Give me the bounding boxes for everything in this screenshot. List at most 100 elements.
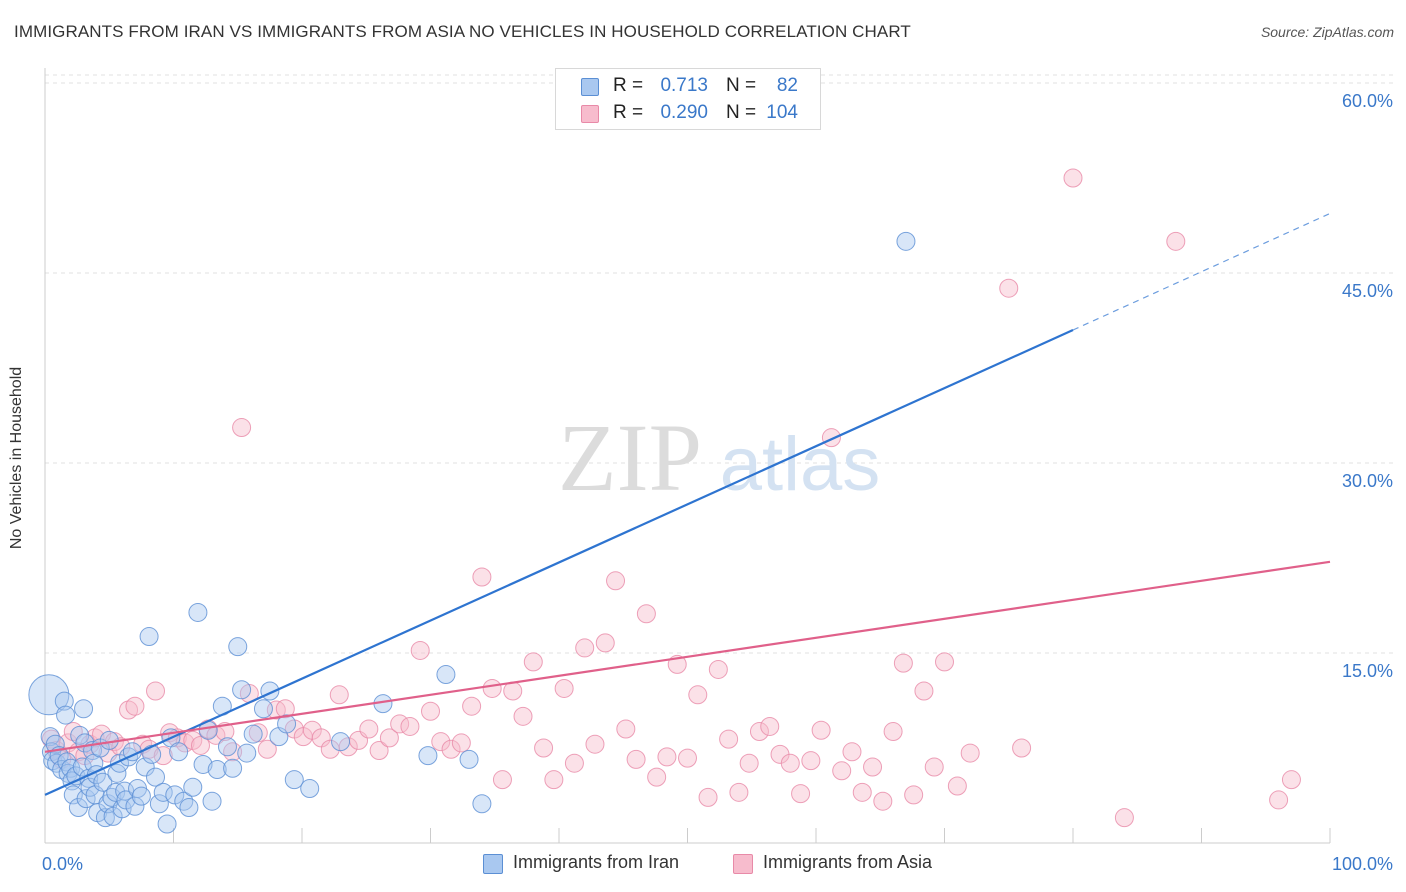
legend-asia-label: Immigrants from Asia bbox=[763, 852, 933, 872]
iran-point bbox=[135, 757, 155, 777]
y-tick-label: 30.0% bbox=[1342, 471, 1393, 491]
iran-point bbox=[202, 791, 222, 811]
iran-point bbox=[174, 791, 194, 811]
asia-point bbox=[359, 719, 379, 739]
asia-point bbox=[606, 571, 626, 591]
y-tick-label: 60.0% bbox=[1342, 91, 1393, 111]
correlation-legend: R = 0.713 N = 82 R = 0.290 N = 104 bbox=[555, 68, 821, 130]
n-label: N = bbox=[726, 75, 757, 96]
legend-iran-swatch bbox=[483, 854, 503, 874]
y-axis-label: No Vehicles in Household bbox=[8, 366, 25, 550]
iran-point bbox=[436, 665, 456, 685]
asia-point bbox=[914, 681, 934, 701]
asia-point bbox=[842, 742, 862, 762]
asia-swatch bbox=[581, 105, 599, 123]
iran-point bbox=[183, 777, 203, 797]
asia-point bbox=[924, 757, 944, 777]
iran-point bbox=[223, 758, 243, 778]
asia-n-value: 104 bbox=[766, 102, 798, 123]
legend-asia-swatch bbox=[733, 854, 753, 874]
iran-point bbox=[459, 749, 479, 769]
iran-point bbox=[157, 814, 177, 834]
asia-point bbox=[647, 767, 667, 787]
asia-point bbox=[441, 739, 461, 759]
asia-point bbox=[190, 735, 210, 755]
iran-point bbox=[54, 691, 74, 711]
iran-point bbox=[169, 742, 189, 762]
asia-point bbox=[688, 685, 708, 705]
x-tick-label: 100.0% bbox=[1332, 854, 1393, 874]
asia-point bbox=[873, 791, 893, 811]
asia-point bbox=[431, 732, 451, 752]
asia-point bbox=[215, 722, 235, 742]
iran-point bbox=[93, 772, 113, 792]
asia-point bbox=[534, 738, 554, 758]
asia-point bbox=[410, 640, 430, 660]
watermark: ZIP atlas bbox=[558, 404, 880, 511]
trend-lines bbox=[44, 212, 1331, 796]
iran-point bbox=[896, 231, 916, 251]
asia-point bbox=[883, 722, 903, 742]
iran-point bbox=[149, 794, 169, 814]
asia-point bbox=[400, 716, 420, 736]
asia-point bbox=[554, 678, 574, 698]
asia-point bbox=[719, 729, 739, 749]
asia-point bbox=[421, 701, 440, 721]
iran-point bbox=[188, 602, 208, 622]
asia-point bbox=[739, 753, 759, 773]
asia-point bbox=[678, 748, 697, 768]
asia-point bbox=[523, 652, 543, 672]
asia-point bbox=[544, 770, 564, 790]
asia-point bbox=[616, 719, 636, 739]
iran-point bbox=[232, 680, 252, 700]
asia-point bbox=[780, 753, 800, 773]
iran-point bbox=[28, 674, 70, 716]
watermark-zip: ZIP bbox=[558, 404, 702, 511]
iran-point bbox=[418, 746, 438, 766]
asia-point bbox=[379, 728, 399, 748]
iran-point bbox=[95, 808, 115, 828]
iran-point bbox=[193, 754, 213, 774]
asia-point bbox=[1063, 168, 1083, 188]
iran-point bbox=[139, 627, 159, 647]
iran-n-value: 82 bbox=[776, 75, 798, 96]
iran-point bbox=[243, 724, 263, 744]
asia-point bbox=[369, 741, 389, 761]
source-label: Source: ZipAtlas.com bbox=[1260, 24, 1394, 40]
asia-point bbox=[232, 418, 252, 438]
asia-point bbox=[904, 785, 924, 805]
iran-point bbox=[131, 786, 151, 806]
legend-iran-label: Immigrants from Iran bbox=[513, 852, 680, 872]
asia-point bbox=[791, 784, 811, 804]
asia-point bbox=[760, 716, 780, 736]
asia-point bbox=[832, 761, 852, 781]
chart-title: IMMIGRANTS FROM IRAN VS IMMIGRANTS FROM … bbox=[14, 22, 911, 41]
asia-point bbox=[698, 787, 718, 807]
iran-r-value: 0.713 bbox=[660, 75, 708, 96]
iran-point bbox=[179, 798, 199, 818]
asia-point bbox=[1269, 790, 1289, 810]
asia-point bbox=[749, 722, 769, 742]
n-label: N = bbox=[726, 102, 757, 123]
x-tick-label: 0.0% bbox=[42, 854, 83, 874]
series-iran-points bbox=[28, 231, 916, 834]
asia-point bbox=[503, 681, 523, 701]
asia-point bbox=[1012, 738, 1032, 758]
asia-point bbox=[585, 734, 605, 754]
asia-point bbox=[1166, 231, 1186, 251]
iran-point bbox=[277, 714, 297, 734]
watermark-atlas: atlas bbox=[720, 422, 881, 507]
asia-point bbox=[575, 638, 595, 658]
asia-trend-line bbox=[44, 560, 1331, 753]
asia-point bbox=[329, 685, 349, 705]
r-label: R = bbox=[613, 102, 644, 123]
iran-point bbox=[56, 705, 76, 725]
iran-point bbox=[300, 779, 320, 799]
r-label: R = bbox=[613, 75, 644, 96]
asia-point bbox=[482, 678, 502, 698]
asia-point bbox=[708, 659, 728, 679]
asia-point bbox=[1114, 808, 1134, 828]
iran-point bbox=[217, 737, 237, 757]
iran-trend-extension bbox=[1072, 212, 1331, 331]
